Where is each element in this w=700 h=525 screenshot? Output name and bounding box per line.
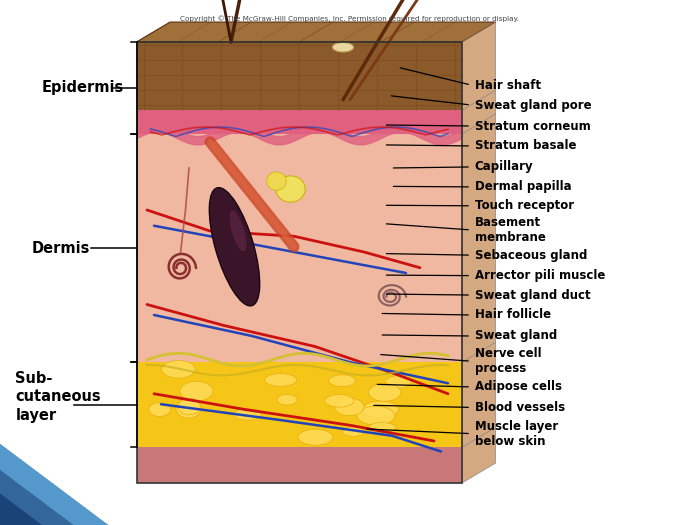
Polygon shape [0,494,42,525]
Ellipse shape [335,398,364,416]
Text: Copyright © The McGraw-Hill Companies, Inc. Permission required for reproduction: Copyright © The McGraw-Hill Companies, I… [181,16,519,23]
Ellipse shape [209,187,260,306]
Text: Adipose cells: Adipose cells [475,381,561,393]
Ellipse shape [368,384,401,401]
Ellipse shape [265,374,297,386]
Polygon shape [136,22,496,42]
Ellipse shape [178,398,200,415]
Text: Capillary: Capillary [475,161,533,173]
Ellipse shape [385,376,411,388]
Ellipse shape [325,394,354,407]
Ellipse shape [267,172,286,191]
Text: Sebaceous gland: Sebaceous gland [475,249,587,261]
Ellipse shape [162,361,195,378]
Ellipse shape [230,211,246,251]
Polygon shape [136,362,462,447]
Text: Dermis: Dermis [32,240,90,256]
Text: Hair follicle: Hair follicle [475,309,551,321]
Text: Stratum basale: Stratum basale [475,140,576,152]
Polygon shape [462,22,496,483]
Text: Stratum corneum: Stratum corneum [475,120,590,132]
Text: Sweat gland duct: Sweat gland duct [475,289,590,301]
Ellipse shape [343,427,365,436]
Text: Hair shaft: Hair shaft [475,79,540,91]
Ellipse shape [234,409,261,420]
Ellipse shape [368,423,395,433]
Polygon shape [136,447,462,483]
Text: Sweat gland pore: Sweat gland pore [475,99,592,111]
Text: Muscle layer
below skin: Muscle layer below skin [475,419,558,448]
Text: Dermal papilla: Dermal papilla [475,181,571,193]
Text: Basement
membrane: Basement membrane [475,216,545,244]
Text: Sub-
cutaneous
layer: Sub- cutaneous layer [15,371,101,423]
Polygon shape [136,110,462,134]
Polygon shape [0,470,74,525]
Ellipse shape [357,406,395,425]
Ellipse shape [363,401,398,418]
Ellipse shape [332,43,354,52]
Polygon shape [0,444,108,525]
Ellipse shape [176,399,202,418]
Text: Sweat gland: Sweat gland [475,330,557,342]
Ellipse shape [148,403,171,416]
Ellipse shape [276,176,305,202]
Ellipse shape [298,429,333,445]
Text: Blood vessels: Blood vessels [475,401,565,414]
Ellipse shape [276,394,298,405]
Ellipse shape [328,375,356,386]
Polygon shape [136,134,462,362]
Text: Nerve cell
process: Nerve cell process [475,347,541,375]
Ellipse shape [180,381,213,401]
Text: Touch receptor: Touch receptor [475,200,574,212]
Text: Arrector pili muscle: Arrector pili muscle [475,269,605,282]
Polygon shape [136,42,462,110]
Text: Epidermis: Epidermis [42,80,125,96]
